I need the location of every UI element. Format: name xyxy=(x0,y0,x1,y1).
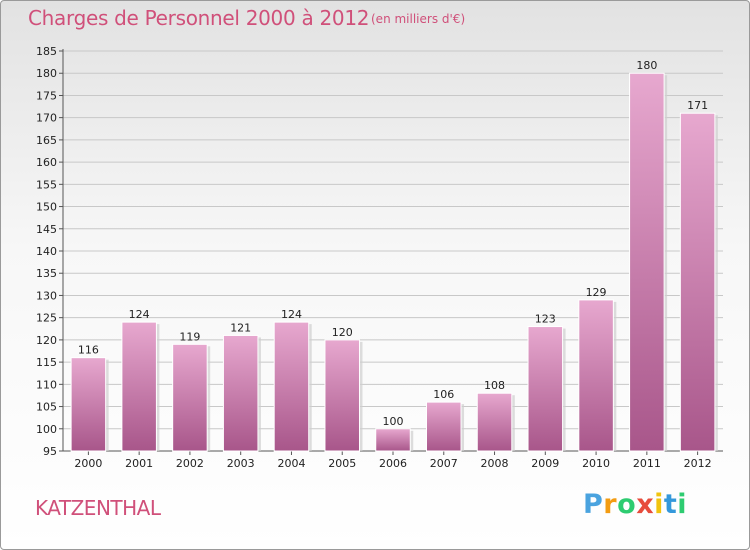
y-tick-label: 135 xyxy=(36,267,57,280)
y-tick-label: 155 xyxy=(36,178,57,191)
bar xyxy=(426,401,462,452)
y-tick-label: 175 xyxy=(36,89,57,102)
chart-subtitle: (en milliers d'€) xyxy=(371,12,466,26)
value-label: 100 xyxy=(383,415,404,428)
y-tick-label: 100 xyxy=(36,423,57,436)
bar xyxy=(172,343,208,452)
y-tick-label: 170 xyxy=(36,112,57,125)
x-tick-label: 2010 xyxy=(582,457,610,470)
x-tick-labels: 2000 2001 2002 2003 2004 2005 2006 2007 2008 2009… xyxy=(74,457,711,470)
x-tick-label: 2000 xyxy=(74,457,102,470)
value-label: 129 xyxy=(586,286,607,299)
bar xyxy=(273,321,310,452)
y-tick-label: 120 xyxy=(36,334,57,347)
proxiti-logo: Proxiti xyxy=(583,489,687,520)
value-label: 106 xyxy=(433,388,454,401)
grid-lines xyxy=(63,50,723,452)
bar xyxy=(70,357,107,452)
value-label: 124 xyxy=(129,308,150,321)
bar xyxy=(121,321,157,452)
y-tick-label: 160 xyxy=(36,156,57,169)
bar xyxy=(476,392,513,452)
x-tick-label: 2003 xyxy=(227,457,255,470)
y-tick-label: 140 xyxy=(36,245,57,258)
commune-name: KATZENTHAL xyxy=(35,496,161,520)
x-tick-label: 2006 xyxy=(379,457,407,470)
bar xyxy=(324,339,360,452)
value-label: 124 xyxy=(281,308,302,321)
logo-letter: x xyxy=(636,489,655,520)
x-tick-label: 2004 xyxy=(277,457,305,470)
value-label: 108 xyxy=(484,379,505,392)
bars xyxy=(70,72,718,452)
chart-title: Charges de Personnel 2000 à 2012 xyxy=(28,6,370,30)
y-tick-label: 110 xyxy=(36,378,57,391)
logo-letter: o xyxy=(617,489,637,520)
bar xyxy=(375,428,411,452)
logo-letter: i xyxy=(654,489,664,520)
bar xyxy=(578,299,614,452)
value-label: 120 xyxy=(332,326,353,339)
x-tick-label: 2008 xyxy=(481,457,509,470)
x-tick-label: 2002 xyxy=(176,457,204,470)
y-tick-labels: 95 100 105 110 115 120 125 130 135 140 145 150 155 16… xyxy=(36,45,57,458)
y-tick-label: 125 xyxy=(36,312,57,325)
value-label: 123 xyxy=(535,313,556,326)
value-label: 171 xyxy=(687,99,708,112)
y-tick-label: 130 xyxy=(36,289,57,302)
x-tick-label: 2005 xyxy=(328,457,356,470)
value-labels: 116 124 119 121 124 120 100 106 108 123 129 180 171 xyxy=(78,59,708,428)
x-tick-label: 2009 xyxy=(531,457,559,470)
logo-letter: P xyxy=(583,489,604,520)
x-tick-label: 2011 xyxy=(633,457,661,470)
y-tick-label: 150 xyxy=(36,201,57,214)
value-label: 116 xyxy=(78,344,99,357)
bar xyxy=(629,72,665,452)
logo-letter: i xyxy=(677,489,688,520)
y-tick-label: 185 xyxy=(36,45,57,58)
y-tick-label: 115 xyxy=(36,356,57,369)
bar xyxy=(222,334,259,452)
value-label: 121 xyxy=(230,321,251,334)
logo-letter: r xyxy=(603,489,618,520)
bar xyxy=(679,112,716,452)
y-tick-label: 95 xyxy=(43,445,57,458)
y-tick-label: 180 xyxy=(36,67,57,80)
logo-letter: t xyxy=(663,489,678,520)
x-tick-label: 2012 xyxy=(684,457,712,470)
value-label: 119 xyxy=(179,330,200,343)
bar xyxy=(527,326,564,452)
y-tick-label: 165 xyxy=(36,134,57,147)
x-tick-label: 2001 xyxy=(125,457,153,470)
y-tick-label: 145 xyxy=(36,223,57,236)
value-label: 180 xyxy=(636,59,657,72)
x-tick-label: 2007 xyxy=(430,457,458,470)
y-tick-label: 105 xyxy=(36,401,57,414)
